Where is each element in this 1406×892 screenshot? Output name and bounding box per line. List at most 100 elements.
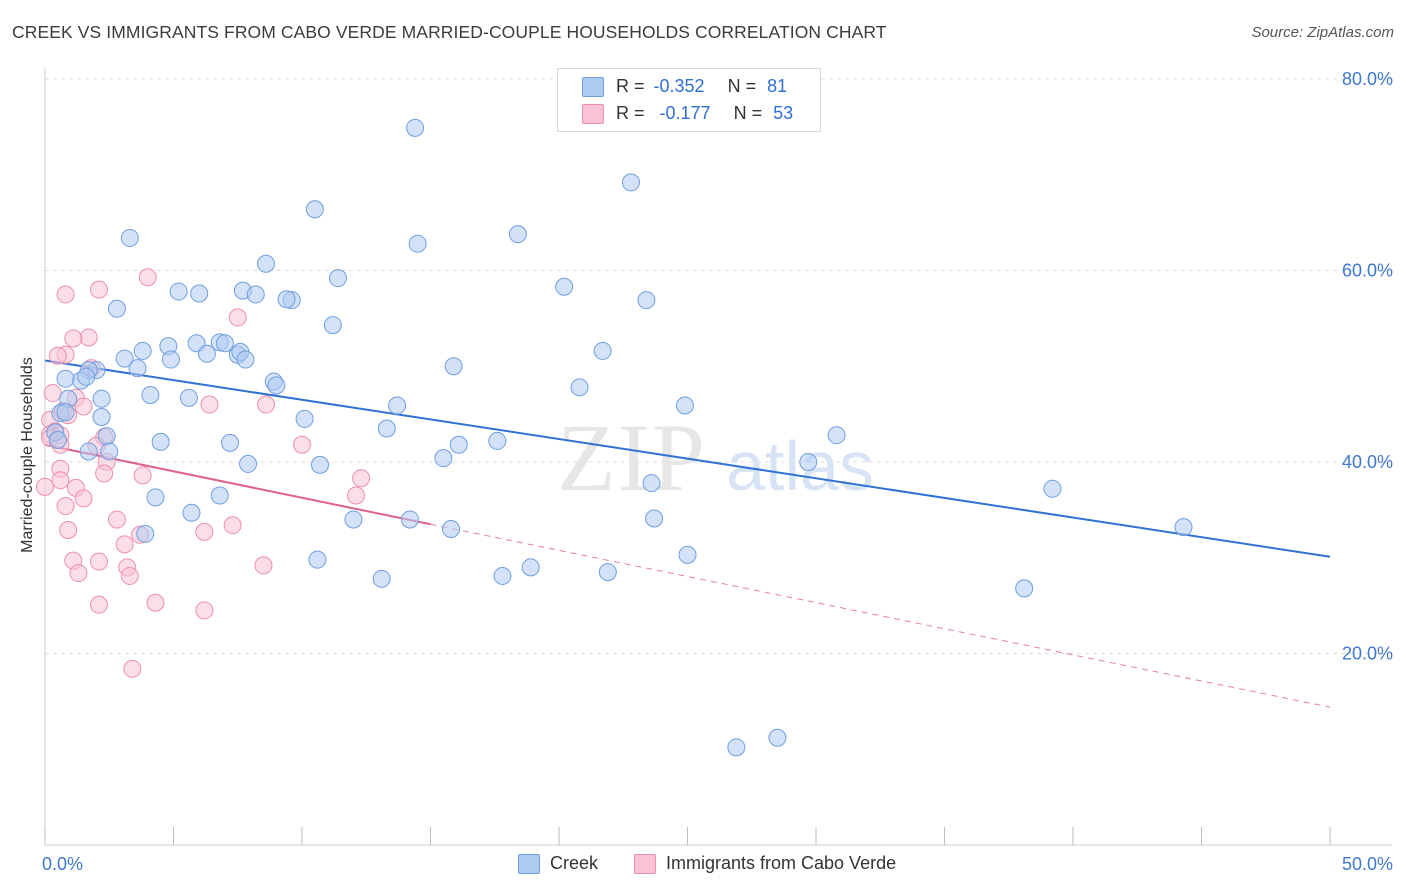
creek-point [827,426,846,445]
creek-point [267,376,286,395]
creek-point [56,403,75,422]
cabo-point [107,510,126,529]
cabo-point [74,489,93,508]
creek-point [1015,579,1034,598]
creek-point [77,367,96,386]
cabo-point [51,471,70,490]
cabo-point [56,285,75,304]
chart-source: Source: ZipAtlas.com [1251,24,1394,41]
cabo-point [69,564,88,583]
creek-point [56,369,75,388]
creek-legend-label: Creek [550,853,599,873]
creek-point [1174,518,1193,537]
creek-point [97,427,116,446]
creek-point [621,173,640,192]
chart-title: CREEK VS IMMIGRANTS FROM CABO VERDE MARR… [12,22,887,42]
creek-r-value: -0.352 [653,76,705,96]
cabo-point [146,593,165,612]
legend-series: Creek Immigrants from Cabo Verde [0,852,1406,878]
creek-point [146,488,165,507]
creek-point [449,435,468,454]
creek-point [48,430,67,449]
creek-point [210,486,229,505]
creek-point [128,359,147,378]
creek-point [408,234,427,253]
cabo-point [195,601,214,620]
creek-point [593,341,612,360]
creek-point [328,269,347,288]
cabo-point [228,308,247,327]
creek-point [400,510,419,529]
creek-n-value: 81 [767,76,788,96]
cabo-point [352,469,371,488]
creek-point [434,449,453,468]
cabo-swatch [582,104,604,124]
creek-point [141,385,160,404]
legend-stats: R = -0.352 N = 81 R = -0.177 N = 53 [557,68,821,132]
creek-n-label: N = [727,76,757,96]
tick-labels: 20.0% 40.0% 60.0% 80.0% 0.0% 50.0% [42,69,1393,874]
cabo-point [48,346,67,365]
cabo-n-value: 53 [773,103,794,123]
cabo-point [79,328,98,347]
creek-trend-line [44,359,1331,558]
cabo-legend-swatch [634,854,656,874]
creek-point [1043,479,1062,498]
cabo-point [115,535,134,554]
cabo-point [74,397,93,416]
creek-point [377,419,396,438]
creek-point [92,407,111,426]
cabo-point [257,395,276,414]
x-tick-label-min: 0.0% [42,854,83,874]
creek-legend-swatch [518,854,540,874]
creek-point [493,566,512,585]
creek-point [372,569,391,588]
creek-point [642,474,661,493]
watermark-atlas: atlas [726,427,874,505]
creek-point [555,277,574,296]
creek-point [246,285,265,304]
creek-point [215,334,234,353]
cabo-r-label: R = [616,103,645,123]
cabo-point [200,395,219,414]
creek-point [197,344,216,363]
y-tick-label: 80.0% [1342,69,1393,89]
cabo-point [59,520,78,539]
cabo-point [123,659,142,678]
creek-point [678,545,697,564]
cabo-point [36,477,54,496]
cabo-legend-label: Immigrants from Cabo Verde [666,853,897,873]
cabo-point [346,486,365,505]
creek-point [107,299,126,318]
creek-point [277,290,296,309]
cabo-point [223,516,242,535]
creek-point [675,396,694,415]
creek-point [598,563,617,582]
creek-point [323,316,342,335]
creek-point [768,728,787,747]
cabo-r-value: -0.177 [659,103,711,123]
cabo-point [89,552,108,571]
creek-point [488,431,507,450]
creek-point [190,284,209,303]
creek-point [182,503,201,522]
creek-stats: R = -0.352 N = 81 [616,76,787,97]
creek-r-label: R = [616,76,645,96]
cabo-point [89,280,108,299]
creek-point [727,738,746,757]
creek-point [133,341,152,360]
cabo-n-label: N = [733,103,763,123]
creek-point [570,378,589,397]
creek-point [442,520,461,539]
creek-point [115,349,134,368]
creek-point [236,350,255,369]
creek-point [799,453,818,471]
creek-point [305,200,324,219]
creek-point [645,509,664,528]
creek-point [79,442,98,461]
cabo-point [195,522,214,541]
cabo-point [43,384,62,403]
cabo-stats: R = -0.177 N = 53 [616,103,793,124]
creek-point [295,409,314,428]
